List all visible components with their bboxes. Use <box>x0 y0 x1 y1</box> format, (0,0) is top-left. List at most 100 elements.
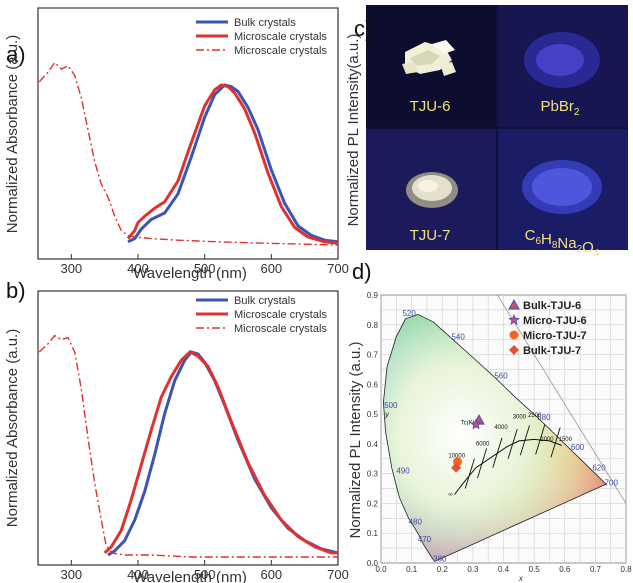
cie-y-tick-label: 0.8 <box>367 321 379 330</box>
x-tick-label: 700 <box>327 261 349 276</box>
legend-label: Microscale crystals <box>234 45 327 57</box>
cie-legend-label: Micro-TJU-7 <box>523 330 587 342</box>
cie-x-tick-label: 0.4 <box>498 565 510 574</box>
isotherm <box>519 425 530 456</box>
wavelength-label: 480 <box>409 517 423 526</box>
panel-c-ylabel: Normalized PL Intensity(a.u.) <box>345 34 362 227</box>
x-tick-label: 300 <box>60 261 82 276</box>
cct-label: 6000 <box>476 441 490 447</box>
wavelength-label: 470 <box>418 535 432 544</box>
cie-x-tick-label: 0.5 <box>529 565 541 574</box>
cct-label: 2000 <box>540 437 554 443</box>
cie-x-tick-label: 0.6 <box>559 565 571 574</box>
cie-legend-label: Bulk-TJU-6 <box>523 300 581 312</box>
series-line-0 <box>127 83 339 244</box>
x-tick-label: 500 <box>194 261 216 276</box>
tju7-crystals-image <box>406 172 458 208</box>
x-tick-label: 300 <box>60 567 82 582</box>
cie-y-tick-label: 0.2 <box>367 499 379 508</box>
cie-x-tick-label: 0.1 <box>406 565 418 574</box>
wavelength-label: 560 <box>494 371 508 380</box>
legend-label: Microscale crystals <box>234 309 327 321</box>
c6h8na2o4-glow-image <box>522 160 602 214</box>
cct-label: 2500 <box>528 413 542 419</box>
marker-star <box>470 418 482 430</box>
marker-diamond <box>451 462 462 473</box>
series-line-0 <box>107 350 339 557</box>
cie-y-tick-label: 0.7 <box>367 351 379 360</box>
marker-star <box>508 313 520 325</box>
panel-b-frame <box>37 290 339 566</box>
series-line-1 <box>103 350 338 555</box>
cie-x-tick-label: 0.8 <box>620 565 632 574</box>
cie-y-tick-label: 0.4 <box>367 440 379 449</box>
isotherm <box>550 427 561 458</box>
cct-label: 10000 <box>448 453 465 459</box>
panel-b-ylabel: Normalized Absorbance (a.u.) <box>4 329 21 527</box>
tile-label-pbbr2: PbBr2 <box>541 98 580 118</box>
cct-label: 3000 <box>513 415 527 421</box>
cie-y-tick-label: 0.5 <box>367 410 379 419</box>
legend-label: Bulk crystals <box>234 17 296 29</box>
tile-label-tju6: TJU-6 <box>410 98 451 115</box>
cie-x-tick-label: 0.7 <box>590 565 602 574</box>
cie-x-tick-label: 0.3 <box>467 565 479 574</box>
wavelength-label: 540 <box>451 333 465 342</box>
cie-x-tick-label: 0.0 <box>375 565 387 574</box>
wavelength-label: 620 <box>592 464 606 473</box>
cct-label: ∞ <box>448 492 452 498</box>
x-tick-label: 500 <box>194 567 216 582</box>
x-tick-label: 400 <box>127 261 149 276</box>
panel-b-label: b) <box>6 278 26 303</box>
panel-b-xlabel: Wavelength (nm) <box>133 569 247 583</box>
planckian-locus <box>454 438 562 495</box>
isotherm <box>492 437 503 468</box>
panel-a-xlabel: Wavelength (nm) <box>133 265 247 282</box>
tile-label-tju7: TJU-7 <box>410 227 451 244</box>
wavelength-label: 580 <box>537 413 551 422</box>
panel-c: c) TJU-6 PbBr2 TJU-7 C6H8Na2O4 Normalize… <box>345 5 628 259</box>
pbbr2-glow-image <box>524 32 600 88</box>
panel-c-label: c) <box>354 16 372 41</box>
cie-y-tick-label: 0.9 <box>367 291 379 300</box>
cie-y-tick-label: 0.3 <box>367 470 379 479</box>
x-tick-label: 700 <box>327 567 349 582</box>
cie-x-axis-label: x <box>518 574 524 583</box>
panel-d-label: d) <box>352 259 372 284</box>
purple-line <box>497 294 627 504</box>
tile-label-c6h8na2o4: C6H8Na2O4 <box>525 227 600 259</box>
wavelength-label: 520 <box>402 309 416 318</box>
cct-label: 4000 <box>494 425 508 431</box>
x-tick-label: 400 <box>127 567 149 582</box>
cie-x-tick-label: 0.2 <box>437 565 449 574</box>
cct-label: 1500 <box>559 437 573 443</box>
cie-y-axis-label: y <box>384 410 390 419</box>
x-tick-label: 600 <box>260 567 282 582</box>
cie-legend-label: Bulk-TJU-7 <box>523 345 581 357</box>
panel-a-label: a) <box>6 42 26 67</box>
legend-label: Microscale crystals <box>234 323 327 335</box>
wavelength-label: 700 <box>605 479 619 488</box>
series-line-1 <box>126 83 339 245</box>
isotherm <box>477 448 488 479</box>
legend-label: Bulk crystals <box>234 295 296 307</box>
wavelength-label: 490 <box>396 467 410 476</box>
cie-legend-label: Micro-TJU-6 <box>523 315 587 327</box>
marker-diamond <box>509 345 519 355</box>
cct-label: Tc(K) <box>461 421 475 427</box>
cie-y-tick-label: 0.6 <box>367 380 379 389</box>
isotherm <box>464 458 475 489</box>
isotherm <box>535 424 546 455</box>
wavelength-label: 380 <box>433 555 447 564</box>
wavelength-label: 600 <box>571 443 585 452</box>
wavelength-label: 500 <box>384 401 398 410</box>
panel-a-frame <box>37 7 339 260</box>
series-line-2 <box>38 61 339 246</box>
isotherm <box>507 428 518 459</box>
panel-d: d) Normalized PL Intensity (a.u.) 0.0 0.1… <box>347 259 632 583</box>
cie-locus <box>382 313 607 563</box>
panel-a-ylabel: Normalized Absorbance (a.u.) <box>4 35 21 233</box>
cie-y-tick-label: 0.1 <box>367 529 379 538</box>
series-line-2 <box>38 334 338 558</box>
